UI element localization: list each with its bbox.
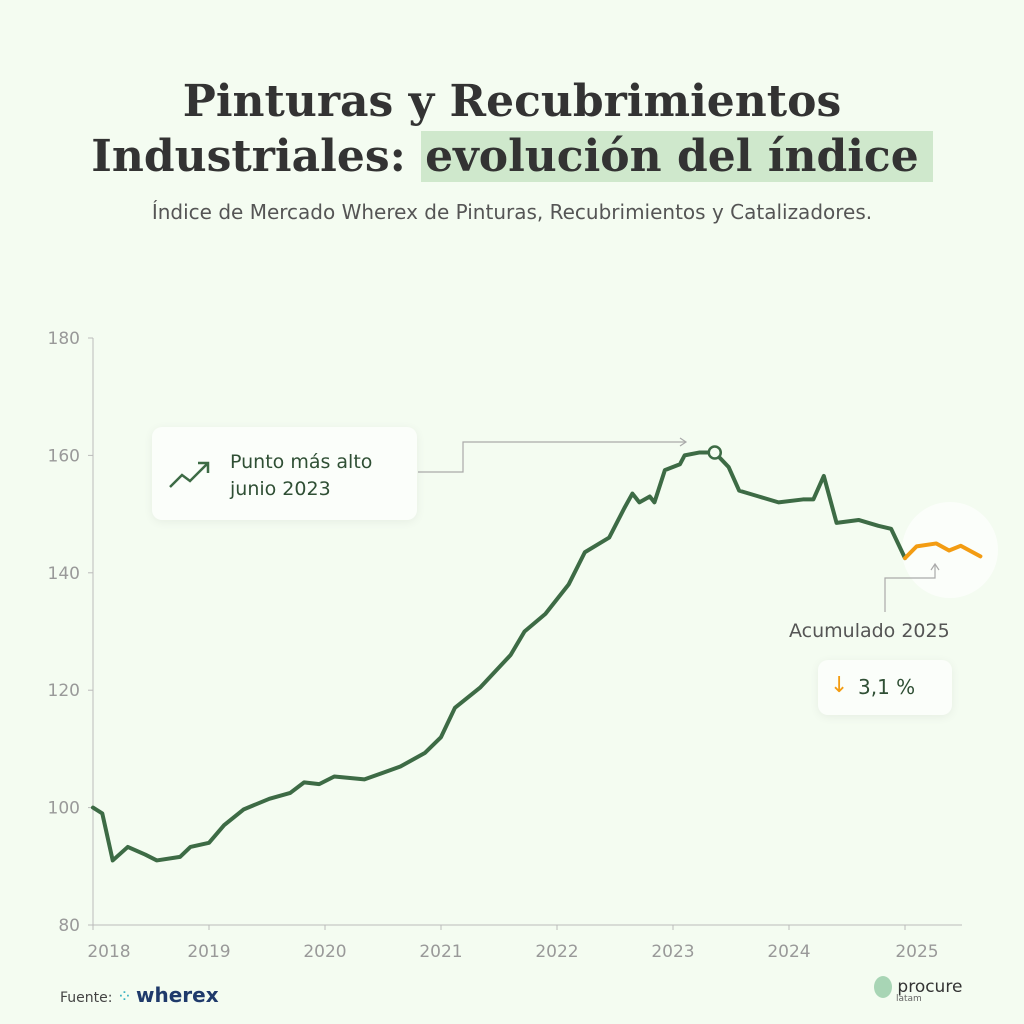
peak-connector xyxy=(418,441,685,473)
x-tick-label: 2025 xyxy=(895,942,938,962)
title-line2a: Industriales: xyxy=(91,131,406,182)
arrow-head-icon xyxy=(679,437,688,447)
source: Fuente: ⁘ wherex xyxy=(60,983,219,1007)
source-label: Fuente: xyxy=(60,990,113,1006)
y-tick-label: 80 xyxy=(58,916,80,936)
acum-label: Acumulado 2025 xyxy=(789,620,950,642)
series-line-index xyxy=(91,450,907,863)
x-tick-label: 2024 xyxy=(767,942,810,962)
x-tick-label: 2023 xyxy=(651,942,694,962)
wherex-logo-icon: ⁘ xyxy=(116,986,133,1007)
trending-up-icon xyxy=(169,461,210,488)
wherex-logo: wherex xyxy=(136,983,219,1007)
procure-logo-icon xyxy=(874,976,892,998)
peak-date: junio 2023 xyxy=(230,478,331,500)
y-tick-label: 180 xyxy=(48,329,80,349)
arrow-down-icon: ↓ xyxy=(830,673,849,698)
x-tick-label: 2021 xyxy=(419,942,462,962)
peak-marker xyxy=(707,445,723,460)
subtitle: Índice de Mercado Wherex de Pinturas, Re… xyxy=(151,200,873,224)
x-tick-label: 2022 xyxy=(535,942,578,962)
title-line1: Pinturas y Recubrimientos xyxy=(182,76,842,127)
title-highlight: evolución del índice xyxy=(421,131,933,182)
x-tick-label: 2018 xyxy=(87,942,130,962)
y-tick-label: 120 xyxy=(48,681,80,701)
procure-sub: latam xyxy=(896,994,922,1004)
arrow-head-icon xyxy=(930,562,940,571)
acum-connector xyxy=(884,565,936,612)
procure-logo: procure latam xyxy=(874,976,962,1004)
chart-title: Pinturas y Recubrimientos Industriales: … xyxy=(0,74,1024,184)
peak-label: Punto más alto xyxy=(230,451,373,473)
x-tick-label: 2019 xyxy=(187,942,230,962)
y-tick-label: 140 xyxy=(48,564,80,584)
acum-value: 3,1 % xyxy=(858,675,916,699)
procure-name: procure xyxy=(897,977,963,997)
y-tick-label: 160 xyxy=(48,446,80,466)
y-tick-label: 100 xyxy=(48,799,80,819)
series-line-2025 xyxy=(903,541,983,561)
peak-annotation: Punto más alto junio 2023 xyxy=(152,427,417,520)
x-tick-label: 2020 xyxy=(303,942,346,962)
acum-card: ↓ 3,1 % xyxy=(818,660,952,715)
